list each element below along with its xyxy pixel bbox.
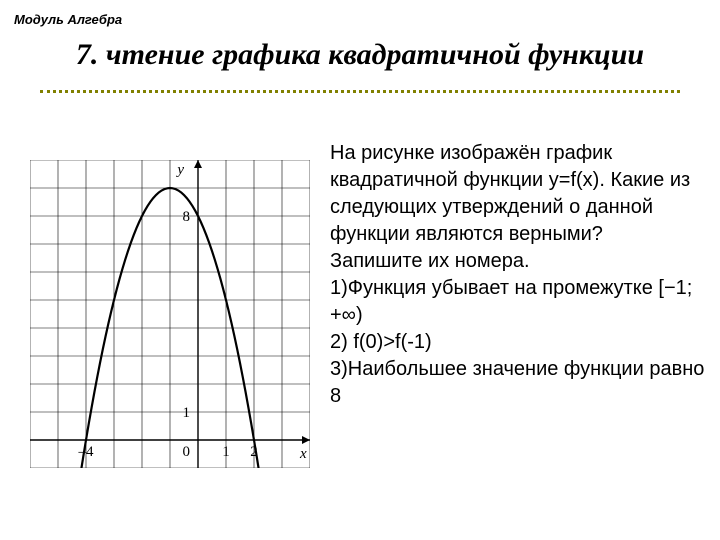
svg-text:1: 1 xyxy=(183,405,191,421)
body-text: На рисунке изображён график квадратичной… xyxy=(330,140,710,410)
svg-text:y: y xyxy=(175,162,184,178)
text-line-3: 2) f(0)>f(-1) xyxy=(330,329,710,356)
divider xyxy=(40,90,680,93)
text-line-0: На рисунке изображён график квадратичной… xyxy=(330,140,710,248)
svg-text:0: 0 xyxy=(183,444,191,460)
parabola-chart: –412180xy xyxy=(30,160,320,470)
svg-text:x: x xyxy=(299,446,307,462)
svg-text:1: 1 xyxy=(222,444,230,460)
svg-text:8: 8 xyxy=(183,209,191,225)
chart-svg: –412180xy xyxy=(30,160,310,468)
text-line-4: 3)Наибольшее значение функции равно 8 xyxy=(330,356,710,410)
text-line-2: 1)Функция убывает на промежутке [−1; +∞) xyxy=(330,275,710,329)
module-label: Модуль Алгебра xyxy=(14,12,122,27)
page-title: 7. чтение графика квадратичной функции xyxy=(0,38,720,72)
text-line-1: Запишите их номера. xyxy=(330,248,710,275)
